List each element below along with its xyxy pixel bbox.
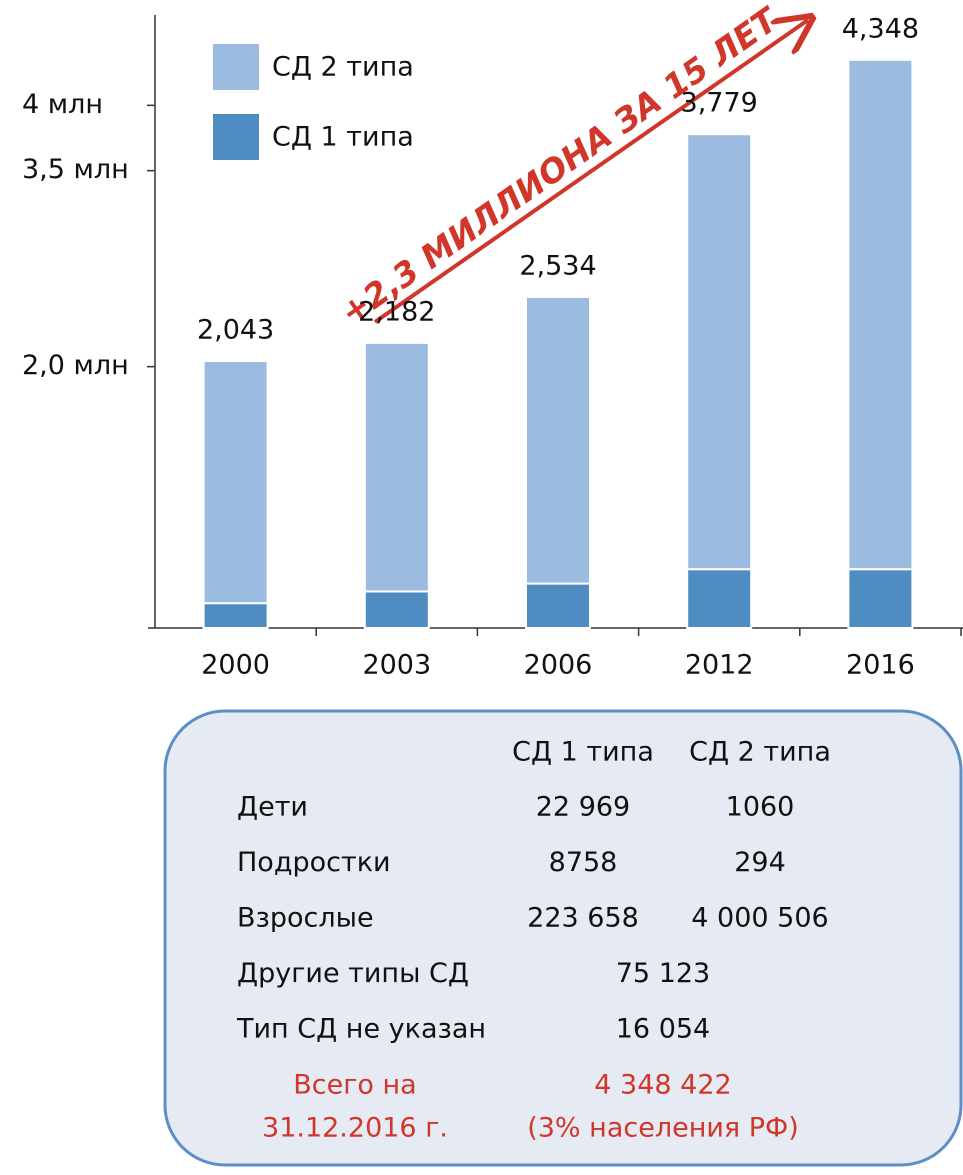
bar-segment (525, 582, 591, 629)
legend-swatch (213, 114, 259, 160)
bar-segment (686, 568, 753, 630)
table-cell: 223 658 (527, 903, 639, 934)
y-tick-label: 3,5 млн (22, 154, 129, 185)
bar-segment (847, 58, 914, 571)
total-label-line: Всего на (293, 1070, 416, 1101)
row-label: Тип СД не указан (236, 1014, 486, 1045)
total-label: 4,348 (842, 13, 919, 44)
bar-segment (363, 590, 430, 629)
bar-segment (847, 568, 914, 630)
legend-label: СД 1 типа (272, 122, 414, 153)
table-cell: 4 000 506 (691, 903, 828, 934)
bar-segment (363, 341, 430, 593)
total-label-line: 31.12.2016 г. (262, 1113, 448, 1144)
total-label: 3,779 (681, 88, 758, 119)
table-cell: 16 054 (616, 1014, 710, 1045)
table-cell: 294 (734, 847, 786, 878)
table-header: СД 2 типа (689, 737, 831, 768)
total-label: 2,043 (197, 315, 274, 346)
y-tick-label: 2,0 млн (22, 350, 129, 381)
y-tick-label: 4 млн (22, 89, 103, 120)
total-label: 2,534 (519, 250, 596, 281)
row-label: Взрослые (237, 903, 374, 934)
table-box (163, 709, 963, 1167)
bar-segment (202, 360, 269, 605)
x-tick-label: 2003 (362, 650, 431, 681)
bar-segment (525, 295, 591, 585)
table-header: СД 1 типа (512, 737, 654, 768)
bar-segment (202, 602, 269, 630)
table-cell: 22 969 (536, 792, 630, 823)
row-label: Подростки (237, 847, 391, 878)
bar-segment (686, 133, 753, 571)
legend-swatch (213, 44, 259, 90)
row-label: Другие типы СД (237, 958, 469, 989)
legend-label: СД 2 типа (272, 52, 414, 83)
x-tick-label: 2000 (201, 650, 270, 681)
x-tick-label: 2006 (524, 650, 593, 681)
x-tick-label: 2016 (846, 650, 915, 681)
total-value-line: 4 348 422 (594, 1070, 731, 1101)
total-value-line: (3% населения РФ) (527, 1113, 799, 1144)
table-cell: 1060 (726, 792, 795, 823)
growth-arrow (373, 20, 808, 324)
row-label: Дети (237, 792, 308, 823)
total-label: 2,182 (358, 296, 435, 327)
table-cell: 75 123 (616, 958, 710, 989)
table-cell: 8758 (549, 847, 618, 878)
x-tick-label: 2012 (685, 650, 754, 681)
